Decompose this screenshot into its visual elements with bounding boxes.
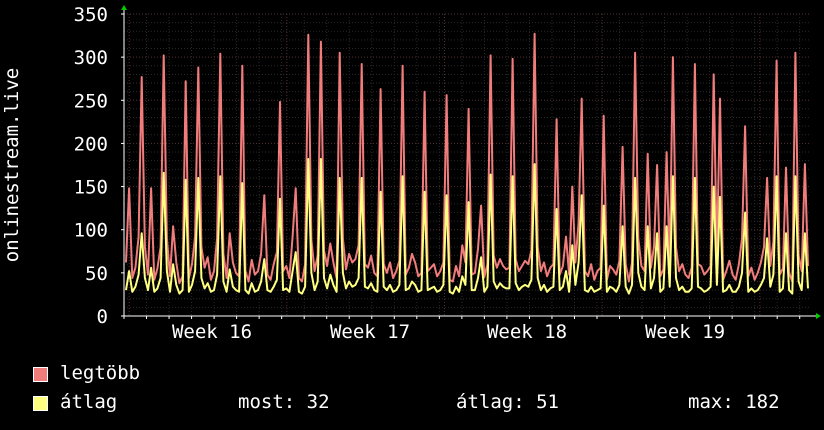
x-tick-label: Week 18 — [487, 321, 567, 343]
axes — [121, 5, 821, 319]
y-tick-label: 300 — [74, 47, 108, 69]
y-tick-label: 50 — [85, 263, 108, 285]
stat-max: max: 182 — [688, 391, 780, 413]
x-axis-arrow — [816, 313, 821, 319]
stat-now: most: 32 — [238, 391, 330, 413]
x-tick-label: Week 17 — [330, 321, 410, 343]
stat-avg: átlag: 51 — [456, 391, 559, 413]
x-tick-labels: Week 16 Week 17 Week 18 Week 19 — [172, 321, 725, 343]
legend-swatch-avg — [33, 396, 48, 411]
x-tick-label: Week 16 — [172, 321, 252, 343]
series-line-avg — [125, 158, 809, 295]
legend-swatch-max — [33, 367, 48, 382]
legend-label-max: legtöbb — [60, 362, 141, 384]
y-tick-label: 0 — [97, 306, 108, 328]
series-layer — [125, 32, 809, 295]
y-tick-label: 100 — [74, 220, 108, 242]
y-tick-label: 150 — [74, 177, 108, 199]
y-tick-label: 350 — [74, 4, 108, 26]
y-tick-label: 200 — [74, 133, 108, 155]
x-tick-label: Week 19 — [645, 321, 725, 343]
y-axis-label: onlinestream.live — [1, 68, 23, 262]
y-tick-labels: 0 50 100 150 200 250 300 350 — [74, 4, 108, 328]
y-axis-arrow — [121, 5, 127, 10]
y-tick-label: 250 — [74, 90, 108, 112]
legend-label-avg: átlag — [60, 391, 118, 413]
